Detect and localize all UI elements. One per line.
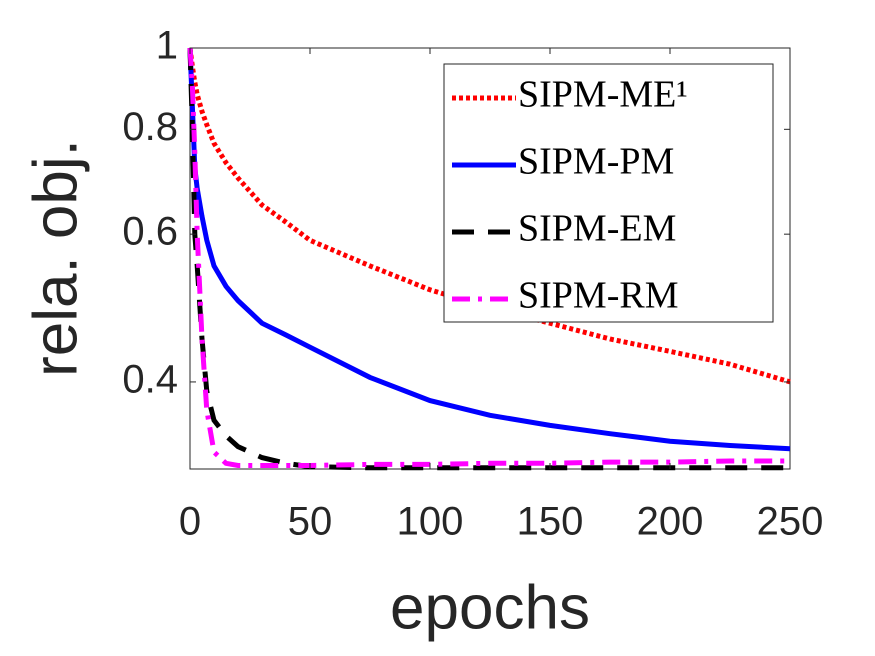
x-tick-label: 100 xyxy=(397,500,464,544)
x-tick-label: 0 xyxy=(179,500,201,544)
y-tick-label: 0.8 xyxy=(122,105,178,149)
legend-box xyxy=(443,63,774,323)
x-tick-label: 200 xyxy=(637,500,704,544)
legend-label: SIPM-EM xyxy=(518,208,676,250)
legend-label: SIPM-ME¹ xyxy=(518,74,688,116)
y-tick-label: 0.4 xyxy=(122,357,178,401)
y-axis-label: rela. obj. xyxy=(21,139,90,377)
x-tick-label: 50 xyxy=(288,500,333,544)
x-tick-label: 250 xyxy=(757,500,824,544)
series-line xyxy=(187,47,791,452)
legend-label: SIPM-RM xyxy=(518,275,679,317)
series-line xyxy=(187,47,790,468)
legend-label: SIPM-PM xyxy=(518,141,674,183)
x-axis-label: epochs xyxy=(390,573,590,642)
y-tick-label: 1 xyxy=(156,24,178,68)
series-line xyxy=(187,47,791,385)
y-tick-label: 0.6 xyxy=(122,210,178,254)
x-tick-label: 150 xyxy=(517,500,584,544)
